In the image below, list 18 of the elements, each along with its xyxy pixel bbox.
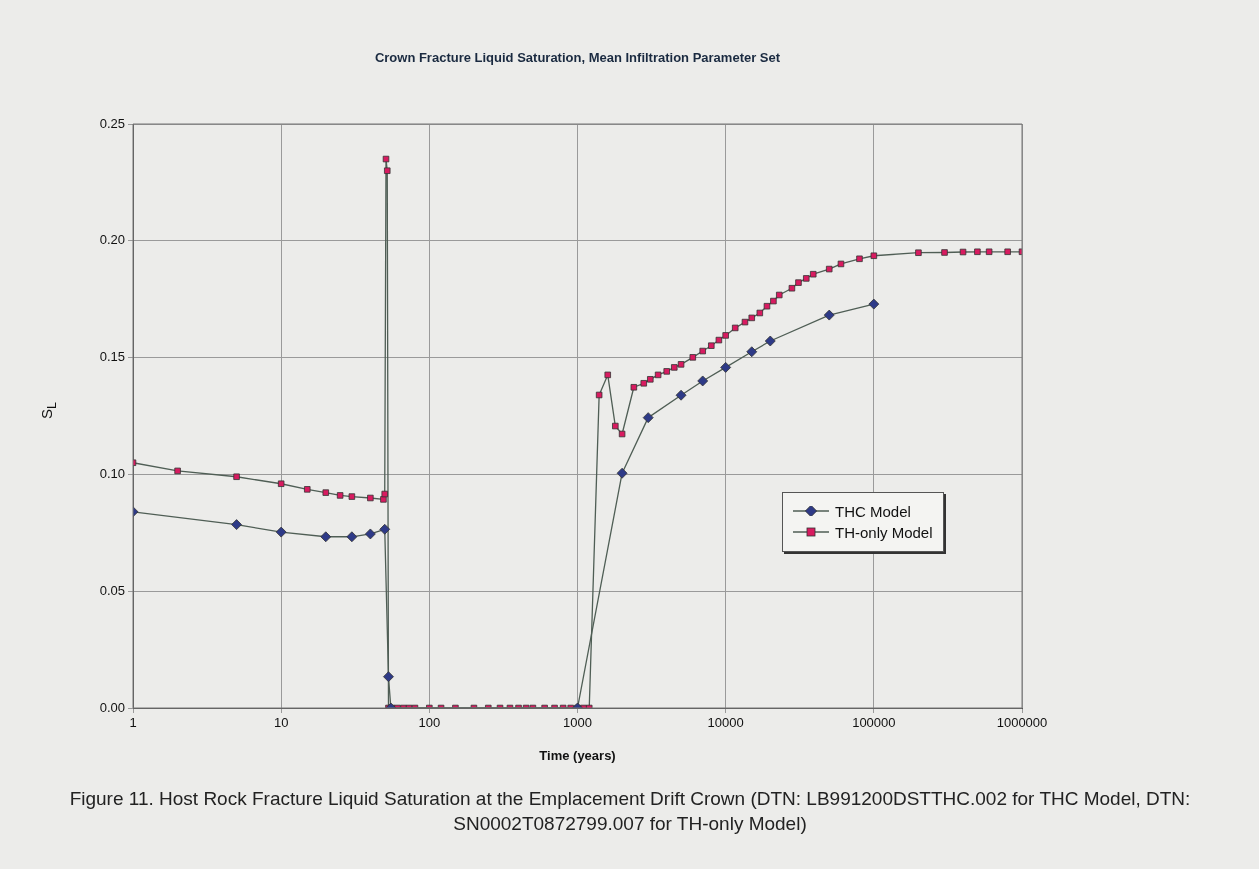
chart-title: Crown Fracture Liquid Saturation, Mean Infiltration Parameter Set xyxy=(373,50,782,65)
y-tick-label: 0.20 xyxy=(99,232,125,248)
caption: Figure 11. Host Rock Fracture Liquid Saturation at the Emplacement Drift Crown (DTN: LB991200DSTTHC.002 for THC Model, DTN: SN0002T0872799.007 for TH-only Model) xyxy=(68,787,1192,836)
y-tick-label: 0.15 xyxy=(99,349,125,365)
x-tick-label: 10000 xyxy=(707,715,744,731)
x-axis-title: Time (years) xyxy=(539,747,616,763)
y-tick-label: 0.05 xyxy=(99,582,125,598)
x-tick-label: 1000 xyxy=(563,715,592,731)
x-tick-label: 1000000 xyxy=(996,715,1048,731)
x-tick-label: 1 xyxy=(129,715,137,731)
y-tick-label: 0.10 xyxy=(99,465,125,481)
y-tick-label: 0.25 xyxy=(99,115,125,131)
legend-label: TH-only Model xyxy=(834,523,933,541)
x-tick-label: 100 xyxy=(418,715,441,731)
x-tick-label: 100000 xyxy=(852,715,896,731)
y-tick-label: 0.00 xyxy=(99,699,125,715)
x-tick-label: 10 xyxy=(273,715,289,731)
legend-label: THC Model xyxy=(834,502,911,520)
